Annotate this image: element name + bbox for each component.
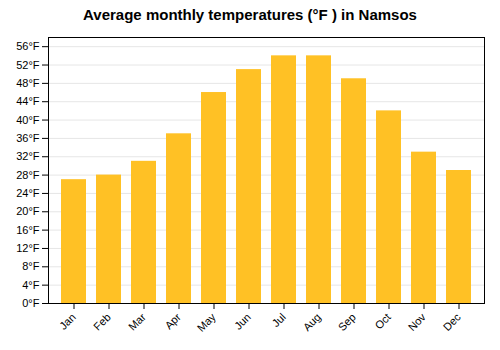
- svg-text:Dec: Dec: [441, 310, 464, 333]
- svg-text:28°F: 28°F: [16, 169, 40, 181]
- svg-text:Aug: Aug: [301, 311, 323, 333]
- svg-text:56°F: 56°F: [16, 40, 40, 52]
- svg-text:44°F: 44°F: [16, 95, 40, 107]
- svg-text:0°F: 0°F: [22, 297, 40, 309]
- svg-text:Nov: Nov: [406, 310, 429, 333]
- svg-text:40°F: 40°F: [16, 114, 40, 126]
- svg-text:Mar: Mar: [126, 311, 148, 333]
- svg-text:20°F: 20°F: [16, 205, 40, 217]
- svg-text:Feb: Feb: [91, 311, 113, 333]
- svg-text:52°F: 52°F: [16, 59, 40, 71]
- svg-text:Oct: Oct: [372, 311, 393, 332]
- html-text:Average monthly temperatures (: Average monthly temperatures (°F ) in Na…: [83, 6, 417, 23]
- svg-text:32°F: 32°F: [16, 150, 40, 162]
- svg-text:8°F: 8°F: [22, 260, 40, 272]
- svg-text:Jun: Jun: [232, 311, 253, 332]
- svg-text:Apr: Apr: [162, 311, 183, 332]
- svg-text:24°F: 24°F: [16, 187, 40, 199]
- svg-text:36°F: 36°F: [16, 132, 40, 144]
- svg-text:12°F: 12°F: [16, 242, 40, 254]
- svg-text:16°F: 16°F: [16, 224, 40, 236]
- svg-text:4°F: 4°F: [22, 279, 40, 291]
- svg-text:48°F: 48°F: [16, 77, 40, 89]
- svg-text:May: May: [195, 310, 219, 334]
- svg-text:Jul: Jul: [269, 311, 287, 329]
- svg-text:Sep: Sep: [336, 311, 358, 333]
- svg-text:Jan: Jan: [57, 311, 78, 332]
